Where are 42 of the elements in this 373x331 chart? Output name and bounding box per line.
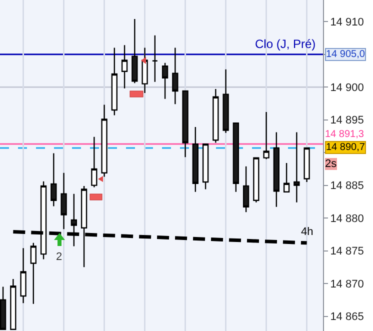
candlestick	[152, 34, 158, 82]
y-tick-label: 14 875	[330, 246, 364, 258]
candlestick	[60, 172, 67, 230]
candlestick	[182, 90, 188, 158]
y-tick-label: 14 885	[330, 180, 364, 192]
y-tick-label: 14 900	[330, 82, 364, 94]
candlestick	[304, 147, 310, 183]
candlestick	[222, 68, 229, 134]
y-tick-label: 14 870	[330, 278, 364, 290]
y-tick-label: 14 865	[330, 311, 364, 324]
candlestick	[132, 18, 138, 84]
y-tick-label: 14 880	[330, 212, 364, 225]
annotation: 2	[56, 251, 62, 263]
annotation: 14 905,0	[326, 49, 366, 60]
series-label: 4h	[301, 226, 314, 238]
candlestick	[0, 286, 6, 330]
candlestick	[121, 44, 128, 89]
candlestick	[263, 111, 270, 160]
text: 2s	[325, 158, 338, 170]
candlestick	[212, 88, 219, 144]
candlestick	[30, 242, 36, 304]
candlestick	[142, 47, 148, 94]
candlestick	[10, 278, 16, 330]
candlestick	[253, 157, 260, 203]
candlestick	[283, 162, 290, 192]
candlestick	[202, 143, 209, 190]
y-tick-label: 14 910	[330, 16, 364, 28]
candlestick	[172, 47, 178, 105]
candlestick	[162, 62, 168, 100]
candlestick	[101, 104, 108, 178]
candlestick	[192, 126, 198, 192]
text: 14 891,3	[325, 129, 364, 140]
text: 14 890,7	[326, 142, 366, 153]
candlestick	[232, 122, 239, 192]
ref-line-label: Clo (J, Pré)	[255, 37, 316, 51]
candlestick	[111, 47, 118, 116]
candlestick	[273, 132, 280, 208]
candlestick	[50, 152, 57, 207]
candlestick	[294, 132, 300, 203]
candlestick	[20, 248, 26, 304]
candlestick	[242, 166, 250, 213]
y-tick-label: 14 895	[330, 114, 364, 127]
